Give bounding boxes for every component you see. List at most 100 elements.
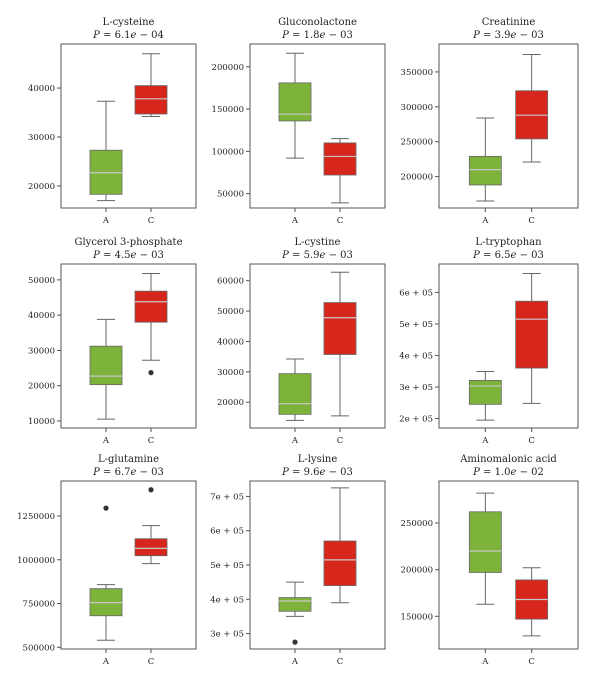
- box-A: [468, 511, 502, 573]
- box-C: [134, 85, 168, 115]
- y-tick-label: 6e + 05: [210, 527, 244, 537]
- y-tick-label: 4e + 05: [210, 595, 244, 605]
- plot-frame: [249, 480, 386, 650]
- plot-frame: [249, 43, 386, 209]
- x-tick-label: C: [337, 657, 344, 667]
- y-tick-label: 250000: [401, 519, 433, 529]
- x-tick-label: A: [102, 436, 110, 446]
- panel-pvalue: P = 6.7e − 03: [92, 467, 164, 478]
- panel-pvalue: P = 6.5e − 03: [472, 250, 544, 261]
- y-tick-label: 150000: [212, 105, 244, 115]
- box-A: [278, 82, 312, 122]
- plot-frame: [60, 263, 197, 429]
- panel-l-tryptophan: L-tryptophan P = 6.5e − 03 2e + 05 3e + 05 4…: [399, 237, 579, 446]
- y-tick-label: 200000: [212, 63, 244, 73]
- plot-frame: [438, 263, 579, 429]
- x-tick-label: C: [528, 216, 535, 226]
- panel-aminomalonic-acid: Aminomalonic acid P = 1.0e − 02 150000 2000…: [401, 454, 579, 667]
- panel-title: L-tryptophan: [475, 237, 542, 248]
- box-A: [89, 345, 123, 386]
- panel-l-glutamine: L-glutamine P = 6.7e − 03 500000 750000 1000…: [17, 454, 197, 667]
- y-tick-label: 7e + 05: [210, 492, 244, 502]
- y-tick-label: 5e + 05: [399, 320, 433, 330]
- x-tick-label: C: [148, 436, 155, 446]
- y-tick-label: 20000: [217, 398, 244, 408]
- panel-pvalue: P = 1.8e − 03: [281, 30, 353, 41]
- y-tick-label: 3e + 05: [210, 630, 244, 640]
- x-tick-label: A: [291, 216, 299, 226]
- y-tick-label: 20000: [28, 382, 55, 392]
- panel-title: Aminomalonic acid: [459, 454, 557, 465]
- x-tick-label: A: [481, 216, 489, 226]
- y-tick-label: 60000: [217, 277, 244, 287]
- panel-pvalue: P = 9.6e − 03: [281, 467, 353, 478]
- plot-frame: [60, 480, 197, 650]
- x-tick-label: C: [337, 436, 344, 446]
- plot-frame: [249, 263, 386, 429]
- y-tick-label: 750000: [23, 600, 55, 610]
- y-tick-label: 10000: [28, 417, 55, 427]
- y-tick-label: 100000: [212, 147, 244, 157]
- x-tick-label: A: [481, 657, 489, 667]
- box-A: [278, 597, 312, 612]
- y-tick-label: 500000: [23, 643, 55, 653]
- y-tick-label: 1000000: [17, 556, 55, 566]
- panel-title: Gluconolactone: [278, 17, 357, 28]
- x-tick-label: A: [102, 216, 110, 226]
- y-tick-label: 250000: [401, 138, 433, 148]
- y-tick-label: 50000: [217, 307, 244, 317]
- x-tick-label: A: [291, 657, 299, 667]
- panel-l-lysine: L-lysine P = 9.6e − 03 3e + 05 4e + 05 5e + …: [210, 454, 386, 667]
- y-tick-label: 50000: [28, 276, 55, 286]
- box-C: [323, 540, 357, 586]
- y-tick-label: 150000: [401, 612, 433, 622]
- panel-pvalue: P = 4.5e − 03: [92, 250, 164, 261]
- box-A: [468, 379, 502, 405]
- y-tick-label: 30000: [28, 346, 55, 356]
- y-tick-label: 3e + 05: [399, 383, 433, 393]
- panel-title: Glycerol 3-phosphate: [74, 237, 182, 248]
- panel-l-cysteine: L-cysteine P = 6.1e − 04 20000 30000 40000 A C: [28, 17, 197, 226]
- y-tick-label: 50000: [217, 190, 244, 200]
- y-tick-label: 300000: [401, 103, 433, 113]
- box-A: [278, 373, 312, 415]
- y-tick-label: 2e + 05: [399, 415, 433, 425]
- x-tick-label: C: [148, 216, 155, 226]
- panel-pvalue: P = 5.9e − 03: [281, 250, 353, 261]
- panel-title: L-glutamine: [98, 454, 159, 465]
- plot-frame: [438, 480, 579, 650]
- x-tick-label: A: [481, 436, 489, 446]
- panel-l-cystine: L-cystine P = 5.9e − 03 20000 30000 40000 500…: [217, 237, 386, 446]
- y-tick-label: 200000: [401, 566, 433, 576]
- panel-title: L-cysteine: [103, 17, 155, 28]
- y-tick-label: 200000: [401, 173, 433, 183]
- x-tick-label: C: [528, 436, 535, 446]
- panel-pvalue: P = 6.1e − 04: [92, 30, 164, 41]
- y-tick-label: 40000: [28, 84, 55, 94]
- outlier-point: [148, 370, 154, 376]
- box-C: [323, 142, 357, 176]
- y-tick-label: 30000: [217, 368, 244, 378]
- panel-gluconolactone: Gluconolactone P = 1.8e − 03 50000 100000 15…: [212, 17, 386, 226]
- box-C: [323, 302, 357, 355]
- box-C: [134, 538, 168, 557]
- plot-frame: [60, 43, 197, 209]
- y-tick-label: 5e + 05: [210, 561, 244, 571]
- y-tick-label: 40000: [217, 337, 244, 347]
- x-tick-label: A: [102, 657, 110, 667]
- x-tick-label: C: [337, 216, 344, 226]
- panel-pvalue: P = 3.9e − 03: [472, 30, 544, 41]
- box-C: [515, 300, 549, 369]
- box-A: [468, 155, 502, 186]
- y-tick-label: 40000: [28, 311, 55, 321]
- y-tick-label: 350000: [401, 68, 433, 78]
- outlier-point: [103, 505, 109, 511]
- y-tick-label: 30000: [28, 133, 55, 143]
- panel-pvalue: P = 1.0e − 02: [472, 467, 544, 478]
- plot-frame: [438, 43, 579, 209]
- panel-creatinine: Creatinine P = 3.9e − 03 200000 250000 30000…: [401, 17, 579, 226]
- y-tick-label: 1250000: [17, 512, 55, 522]
- y-tick-label: 20000: [28, 182, 55, 192]
- y-tick-label: 4e + 05: [399, 351, 433, 361]
